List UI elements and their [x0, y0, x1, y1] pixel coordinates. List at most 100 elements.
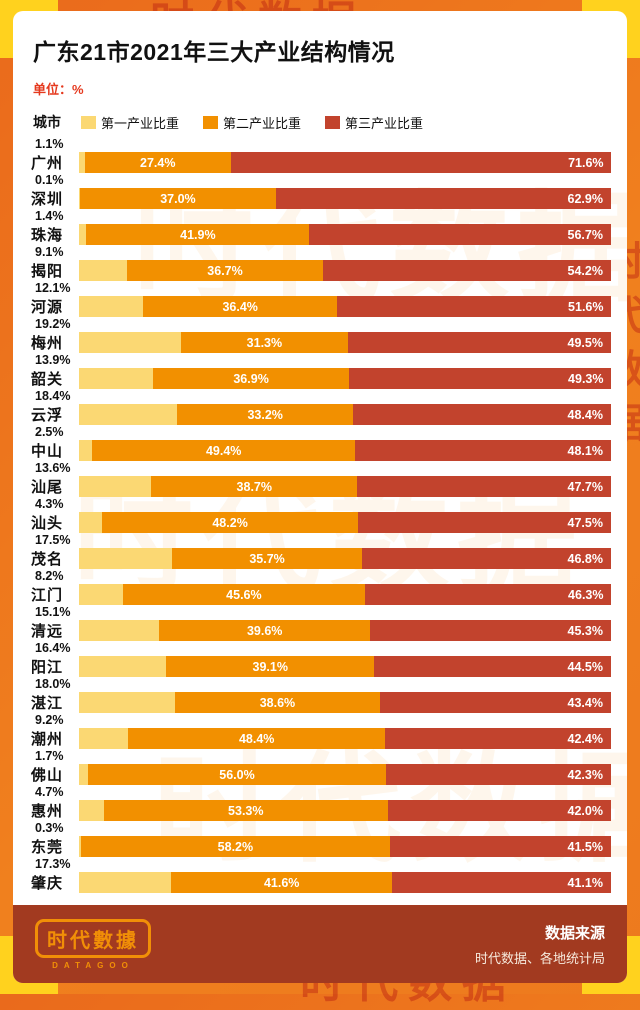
tertiary-value-label: 51.6%: [568, 299, 604, 314]
tertiary-segment: 43.4%: [380, 692, 611, 713]
tertiary-value-label: 71.6%: [568, 155, 604, 170]
primary-value-label: 16.4%: [35, 641, 71, 655]
stacked-bar: 36.9% 49.3%: [79, 368, 611, 389]
brand-logo-text: 时代數據: [35, 918, 151, 958]
primary-value-label: 18.0%: [35, 677, 71, 691]
city-row: 0.1% 深圳 37.0% 62.9%: [31, 173, 611, 209]
primary-swatch-icon: [81, 115, 96, 129]
primary-segment: [79, 476, 152, 497]
secondary-value-label: 31.3%: [246, 335, 283, 350]
tertiary-segment: 41.5%: [390, 836, 611, 857]
bar-line: 汕尾 38.7% 47.7%: [31, 476, 611, 497]
data-source-text: 时代数据、各地统计局: [474, 950, 605, 966]
city-label: 茂名: [31, 551, 64, 568]
page-title: 广东21市2021年三大产业结构情况: [33, 39, 395, 65]
city-row: 9.2% 潮州 48.4% 42.4%: [31, 713, 611, 749]
data-source: 数据来源 时代数据、各地统计局: [475, 922, 605, 967]
tertiary-segment: 46.8%: [362, 548, 611, 569]
city-row: 13.6% 汕尾 38.7% 47.7%: [31, 461, 611, 497]
primary-segment: [79, 188, 80, 209]
city-row: 12.1% 河源 36.4% 51.6%: [31, 281, 611, 317]
bar-line: 湛江 38.6% 43.4%: [31, 692, 611, 713]
tertiary-value-label: 41.5%: [567, 839, 603, 854]
chart-card: 时代数据 时代数据 时代数据 广东21市2021年三大产业结构情况 单位：% 城…: [13, 11, 627, 983]
stacked-bar: 48.2% 47.5%: [79, 512, 611, 533]
primary-segment: [79, 152, 85, 173]
secondary-value-label: 48.4%: [238, 731, 275, 746]
primary-value-label: 4.3%: [35, 497, 64, 511]
primary-segment: [79, 296, 144, 317]
tertiary-value-label: 49.5%: [567, 335, 603, 350]
tertiary-value-label: 62.9%: [567, 191, 603, 206]
primary-segment: [79, 368, 153, 389]
legend: 城市 第一产业比重 第二产业比重 第三产业比重: [33, 112, 607, 132]
primary-segment: [79, 764, 89, 785]
primary-segment: [79, 512, 102, 533]
city-label: 江门: [31, 587, 64, 604]
city-row: 1.1% 广州 27.4% 71.6%: [31, 137, 611, 173]
tertiary-value-label: 56.7%: [567, 227, 603, 242]
unit-label: 单位：%: [33, 82, 84, 97]
primary-segment: [79, 548, 173, 569]
bar-line: 茂名 35.7% 46.8%: [31, 548, 611, 569]
city-row: 18.0% 湛江 38.6% 43.4%: [31, 677, 611, 713]
secondary-value-label: 33.2%: [247, 407, 283, 422]
primary-segment: [79, 404, 177, 425]
stacked-bar: 48.4% 42.4%: [79, 728, 611, 749]
city-label: 深圳: [31, 191, 64, 208]
tertiary-value-label: 43.4%: [567, 695, 603, 710]
secondary-segment: 49.4%: [92, 440, 356, 461]
legend-item-label: 第三产业比重: [345, 115, 424, 131]
primary-segment: [79, 440, 93, 461]
tertiary-value-label: 46.8%: [567, 551, 603, 566]
secondary-value-label: 49.4%: [205, 443, 242, 458]
city-row: 1.4% 珠海 41.9% 56.7%: [31, 209, 611, 245]
city-label: 潮州: [31, 731, 64, 748]
city-label: 惠州: [31, 803, 64, 820]
city-label: 河源: [31, 299, 64, 316]
tertiary-segment: 42.4%: [385, 728, 611, 749]
primary-value-label: 4.7%: [35, 785, 64, 799]
secondary-value-label: 41.6%: [263, 875, 300, 890]
primary-value-label: 17.5%: [35, 533, 71, 547]
secondary-value-label: 36.9%: [233, 371, 269, 386]
bar-line: 潮州 48.4% 42.4%: [31, 728, 611, 749]
primary-value-label: 0.1%: [35, 173, 64, 187]
tertiary-segment: 44.5%: [374, 656, 611, 677]
city-row: 4.3% 汕头 48.2% 47.5%: [31, 497, 611, 533]
city-row: 19.2% 梅州 31.3% 49.5%: [31, 317, 611, 353]
bar-line: 韶关 36.9% 49.3%: [31, 368, 611, 389]
secondary-value-label: 35.7%: [249, 551, 285, 566]
legend-item-label: 第一产业比重: [101, 115, 180, 131]
primary-value-label: 0.3%: [35, 821, 64, 835]
tertiary-value-label: 42.0%: [567, 803, 603, 818]
primary-value-label: 12.1%: [35, 281, 71, 295]
tertiary-value-label: 48.4%: [567, 407, 603, 422]
primary-segment: [79, 872, 172, 893]
stacked-bar: 58.2% 41.5%: [79, 836, 611, 857]
footer: 时代數據 DATAGOO 数据来源 时代数据、各地统计局: [13, 905, 627, 983]
primary-segment: [79, 224, 87, 245]
tertiary-value-label: 48.1%: [567, 443, 603, 458]
bar-line: 云浮 33.2% 48.4%: [31, 404, 611, 425]
city-label: 梅州: [31, 335, 64, 352]
tertiary-segment: 71.6%: [230, 152, 611, 173]
secondary-value-label: 38.7%: [236, 479, 272, 494]
primary-value-label: 2.5%: [35, 425, 64, 439]
city-label: 汕尾: [31, 479, 64, 496]
secondary-value-label: 36.4%: [222, 299, 258, 314]
primary-value-label: 13.9%: [35, 353, 71, 367]
city-label: 湛江: [31, 695, 64, 712]
city-label: 肇庆: [31, 875, 64, 892]
primary-value-label: 1.1%: [35, 137, 64, 151]
tertiary-segment: 62.9%: [276, 188, 611, 209]
bar-line: 东莞 58.2% 41.5%: [31, 836, 611, 857]
tertiary-segment: 45.3%: [370, 620, 611, 641]
city-label: 佛山: [31, 767, 64, 784]
secondary-swatch-icon: [203, 115, 219, 129]
city-label: 广州: [31, 155, 64, 172]
primary-segment: [79, 728, 128, 749]
city-row: 9.1% 揭阳 36.7% 54.2%: [31, 245, 611, 281]
city-label: 清远: [31, 623, 64, 640]
primary-value-label: 8.2%: [35, 569, 64, 583]
